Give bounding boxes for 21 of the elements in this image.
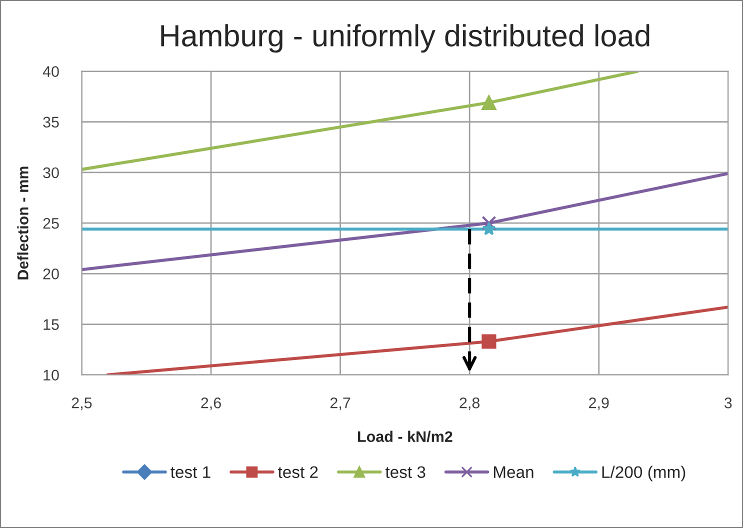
x-tick-label: 3	[724, 398, 732, 408]
x-tick-label: 2,9	[589, 398, 609, 410]
y-tick-label: 10	[44, 370, 59, 381]
legend-label: Mean	[494, 466, 534, 478]
y-tick-label: 30	[43, 167, 59, 178]
x-tick-label: 2,6	[201, 398, 221, 410]
y-tick-label: 35	[43, 116, 59, 128]
legend-label: test 1	[170, 466, 210, 478]
y-tick-label: 15	[44, 319, 59, 330]
y-tick-label: 40	[42, 66, 59, 77]
legend-label: test 3	[385, 466, 426, 478]
chart-title: Hamburg - uniformly distributed load	[161, 24, 650, 53]
y-tick-label: 20	[43, 268, 59, 280]
y-tick-label: 25	[43, 218, 59, 229]
x-tick-label: 2,7	[330, 398, 350, 410]
legend-label: test 2	[278, 466, 318, 478]
x-tick-label: 2,5	[72, 398, 92, 410]
x-axis-title: Load - kN/m2	[358, 430, 452, 442]
x-tick-label: 2,8	[460, 398, 480, 410]
y-axis-title: Deflection - mm	[17, 166, 28, 280]
legend-label: L/200 (mm)	[602, 466, 686, 482]
